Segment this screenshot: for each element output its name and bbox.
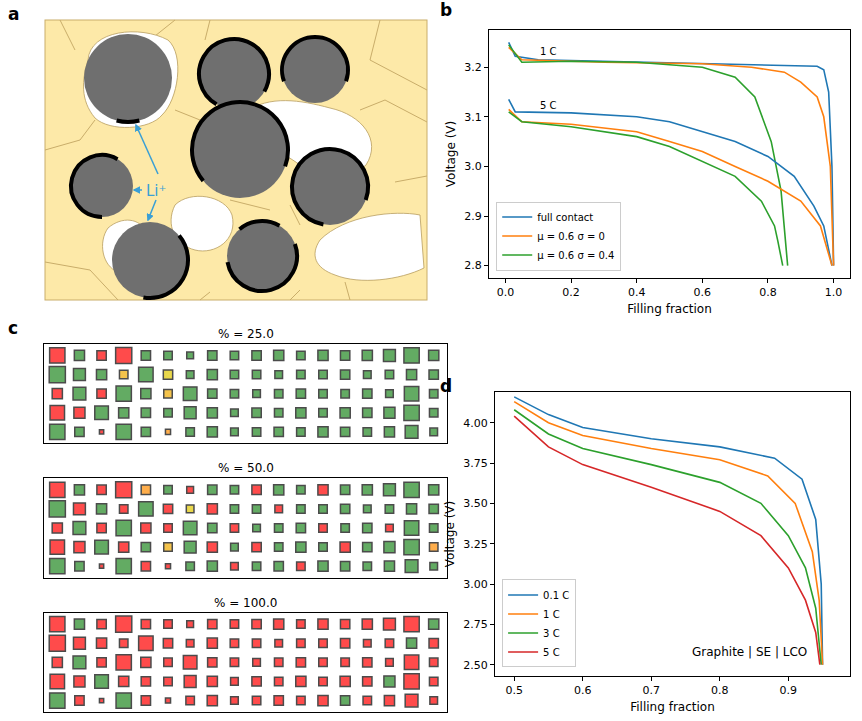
svg-text:Voltage (V): Voltage (V) bbox=[443, 501, 457, 567]
html-text:a: a bbox=[8, 4, 20, 24]
svg-text:0.2: 0.2 bbox=[562, 286, 580, 299]
svg-text:3.50: 3.50 bbox=[463, 497, 488, 510]
svg-text:Li⁺: Li⁺ bbox=[146, 182, 166, 200]
svg-text:1 C: 1 C bbox=[543, 609, 560, 620]
svg-text:Voltage (V): Voltage (V) bbox=[444, 121, 458, 187]
svg-text:μ = 0.6 σ = 0.4: μ = 0.6 σ = 0.4 bbox=[537, 250, 614, 261]
svg-text:% = 25.0: % = 25.0 bbox=[218, 327, 274, 341]
svg-text:0.5: 0.5 bbox=[505, 684, 523, 697]
svg-text:0.6: 0.6 bbox=[694, 286, 712, 299]
svg-text:0.6: 0.6 bbox=[574, 684, 592, 697]
svg-text:3.25: 3.25 bbox=[463, 538, 488, 551]
svg-text:0.4: 0.4 bbox=[628, 286, 646, 299]
svg-text:μ = 0.6 σ = 0: μ = 0.6 σ = 0 bbox=[537, 231, 605, 242]
svg-text:% = 100.0: % = 100.0 bbox=[214, 596, 277, 610]
html-text:c: c bbox=[8, 318, 19, 338]
svg-text:Filling fraction: Filling fraction bbox=[627, 302, 712, 316]
svg-text:2.50: 2.50 bbox=[463, 659, 488, 672]
svg-text:0.9: 0.9 bbox=[780, 684, 798, 697]
svg-text:0.0: 0.0 bbox=[497, 286, 515, 299]
svg-text:3.75: 3.75 bbox=[463, 457, 488, 470]
svg-text:3.2: 3.2 bbox=[464, 61, 482, 74]
svg-text:3.00: 3.00 bbox=[463, 578, 488, 591]
svg-text:0.7: 0.7 bbox=[643, 684, 661, 697]
svg-text:5 C: 5 C bbox=[543, 647, 560, 658]
svg-text:2.8: 2.8 bbox=[464, 259, 482, 272]
html-text:d: d bbox=[440, 376, 453, 396]
html-text:b: b bbox=[440, 0, 453, 20]
svg-text:1 C: 1 C bbox=[540, 46, 557, 57]
svg-text:0.8: 0.8 bbox=[759, 286, 777, 299]
svg-text:full contact: full contact bbox=[537, 212, 593, 223]
svg-text:% = 50.0: % = 50.0 bbox=[218, 461, 274, 475]
svg-text:5 C: 5 C bbox=[540, 100, 557, 111]
svg-text:2.9: 2.9 bbox=[464, 210, 482, 223]
svg-text:2.75: 2.75 bbox=[463, 618, 488, 631]
svg-text:0.1 C: 0.1 C bbox=[543, 590, 569, 601]
svg-text:3.0: 3.0 bbox=[464, 160, 482, 173]
svg-text:3.1: 3.1 bbox=[464, 111, 482, 124]
svg-text:Filling fraction: Filling fraction bbox=[630, 700, 715, 714]
svg-text:1.0: 1.0 bbox=[825, 286, 843, 299]
svg-text:Graphite | SE | LCO: Graphite | SE | LCO bbox=[692, 645, 807, 659]
svg-text:4.00: 4.00 bbox=[463, 417, 488, 430]
svg-text:0.8: 0.8 bbox=[711, 684, 729, 697]
svg-text:3 C: 3 C bbox=[543, 628, 560, 639]
